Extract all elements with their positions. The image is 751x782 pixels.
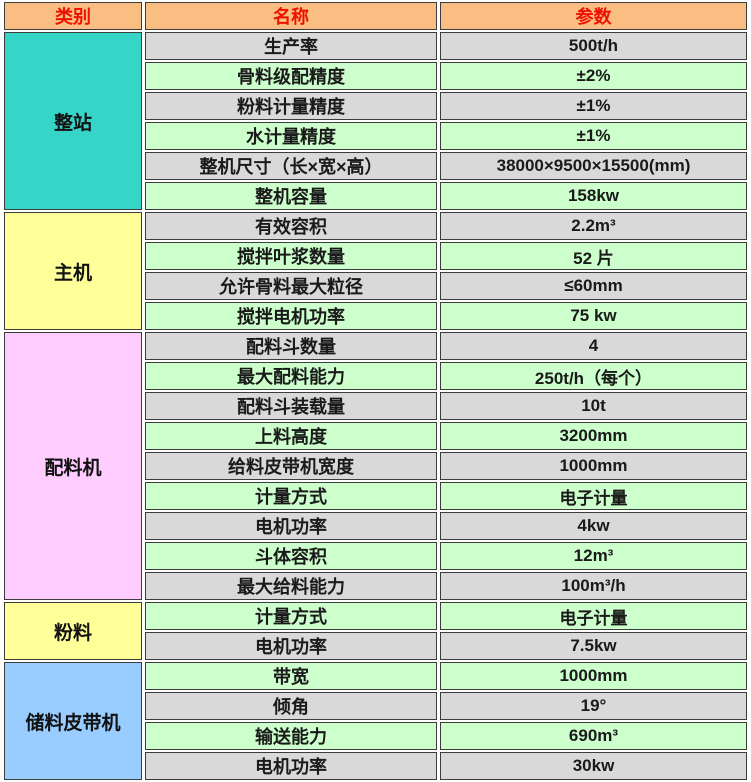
table-row: 配料机 配料斗数量 4 [4, 332, 747, 600]
table-row: 给料皮带机宽度 1000mm [4, 452, 747, 480]
spec-name-cell: 最大给料能力 [145, 572, 437, 600]
spec-param-cell: 3200mm [440, 422, 747, 450]
spec-name-cell: 搅拌电机功率 [145, 302, 437, 330]
spec-param-cell: 4 [440, 332, 747, 360]
spec-name-cell: 倾角 [145, 692, 437, 720]
spec-param-cell: 690m³ [440, 722, 747, 750]
spec-name-cell: 计量方式 [145, 482, 437, 510]
table-row: 允许骨料最大粒径 ≤60mm [4, 272, 747, 300]
spec-name-cell: 骨料级配精度 [145, 62, 437, 90]
table-row: 计量方式 电子计量 [4, 482, 747, 510]
spec-name-cell: 带宽 [145, 662, 437, 690]
table-row: 整机容量 158kw [4, 182, 747, 210]
spec-param-cell: 500t/h [440, 32, 747, 60]
table-row: 主机 有效容积 2.2m³ [4, 212, 747, 330]
table-row: 粉料计量精度 ±1% [4, 92, 747, 120]
category-cell: 整站 [4, 32, 142, 210]
spec-name-cell: 水计量精度 [145, 122, 437, 150]
spec-name-cell: 输送能力 [145, 722, 437, 750]
spec-name-cell: 整机尺寸（长×宽×高） [145, 152, 437, 180]
table-row: 倾角 19° [4, 692, 747, 720]
table-row: 最大配料能力 250t/h（每个） [4, 362, 747, 390]
spec-name-cell: 搅拌叶浆数量 [145, 242, 437, 270]
spec-param-cell: 52 片 [440, 242, 747, 270]
table-row: 水计量精度 ±1% [4, 122, 747, 150]
spec-name-cell: 最大配料能力 [145, 362, 437, 390]
spec-name-cell: 电机功率 [145, 632, 437, 660]
spec-param-cell: 电子计量 [440, 482, 747, 510]
spec-param-cell: ≤60mm [440, 272, 747, 300]
category-cell: 配料机 [4, 332, 142, 600]
table-row: 配料斗装载量 10t [4, 392, 747, 420]
header-cell-name: 名称 [145, 2, 437, 30]
spec-name-cell: 上料高度 [145, 422, 437, 450]
spec-name-cell: 生产率 [145, 32, 437, 60]
table-row: 上料高度 3200mm [4, 422, 747, 450]
spec-param-cell: 电子计量 [440, 602, 747, 630]
table-row: 储料皮带机 带宽 1000mm [4, 662, 747, 780]
spec-name-cell: 斗体容积 [145, 542, 437, 570]
spec-param-cell: 12m³ [440, 542, 747, 570]
spec-param-cell: 7.5kw [440, 632, 747, 660]
table-row: 斗体容积 12m³ [4, 542, 747, 570]
spec-param-cell: 75 kw [440, 302, 747, 330]
spec-param-cell: 1000mm [440, 662, 747, 690]
spec-name-cell: 电机功率 [145, 512, 437, 540]
spec-name-cell: 整机容量 [145, 182, 437, 210]
spec-name-cell: 有效容积 [145, 212, 437, 240]
spec-name-cell: 配料斗装载量 [145, 392, 437, 420]
header-cell-param: 参数 [440, 2, 747, 30]
table-row: 搅拌电机功率 75 kw [4, 302, 747, 330]
header-row: 类别 名称 参数 [4, 2, 747, 30]
category-cell: 主机 [4, 212, 142, 330]
spec-param-cell: 158kw [440, 182, 747, 210]
spec-param-cell: 100m³/h [440, 572, 747, 600]
spec-param-cell: 30kw [440, 752, 747, 780]
spec-param-cell: ±1% [440, 92, 747, 120]
spec-name-cell: 粉料计量精度 [145, 92, 437, 120]
spec-param-cell: 1000mm [440, 452, 747, 480]
header-cell-category: 类别 [4, 2, 142, 30]
spec-param-cell: ±1% [440, 122, 747, 150]
table-row: 搅拌叶浆数量 52 片 [4, 242, 747, 270]
spec-param-cell: 38000×9500×15500(mm) [440, 152, 747, 180]
table-row: 输送能力 690m³ [4, 722, 747, 750]
category-cell: 粉料 [4, 602, 142, 660]
spec-param-cell: 19° [440, 692, 747, 720]
table-row: 电机功率 7.5kw [4, 632, 747, 660]
table-row: 最大给料能力 100m³/h [4, 572, 747, 600]
table-row: 骨料级配精度 ±2% [4, 62, 747, 90]
spec-name-cell: 给料皮带机宽度 [145, 452, 437, 480]
table-row: 粉料 计量方式 电子计量 [4, 602, 747, 660]
spec-name-cell: 计量方式 [145, 602, 437, 630]
spec-name-cell: 配料斗数量 [145, 332, 437, 360]
spec-name-cell: 电机功率 [145, 752, 437, 780]
table-row: 整机尺寸（长×宽×高） 38000×9500×15500(mm) [4, 152, 747, 180]
table-row: 整站 生产率 500t/h [4, 32, 747, 210]
category-cell: 储料皮带机 [4, 662, 142, 780]
spec-table-body: 整站 生产率 500t/h 骨料级配精度 ±2% 粉料计量精度 ±1% 水计量精度 ±1% 整机尺… [4, 32, 747, 780]
spec-param-cell: 10t [440, 392, 747, 420]
spec-param-cell: 2.2m³ [440, 212, 747, 240]
spec-param-cell: ±2% [440, 62, 747, 90]
table-row: 电机功率 4kw [4, 512, 747, 540]
spec-name-cell: 允许骨料最大粒径 [145, 272, 437, 300]
spec-param-cell: 250t/h（每个） [440, 362, 747, 390]
spec-param-cell: 4kw [440, 512, 747, 540]
